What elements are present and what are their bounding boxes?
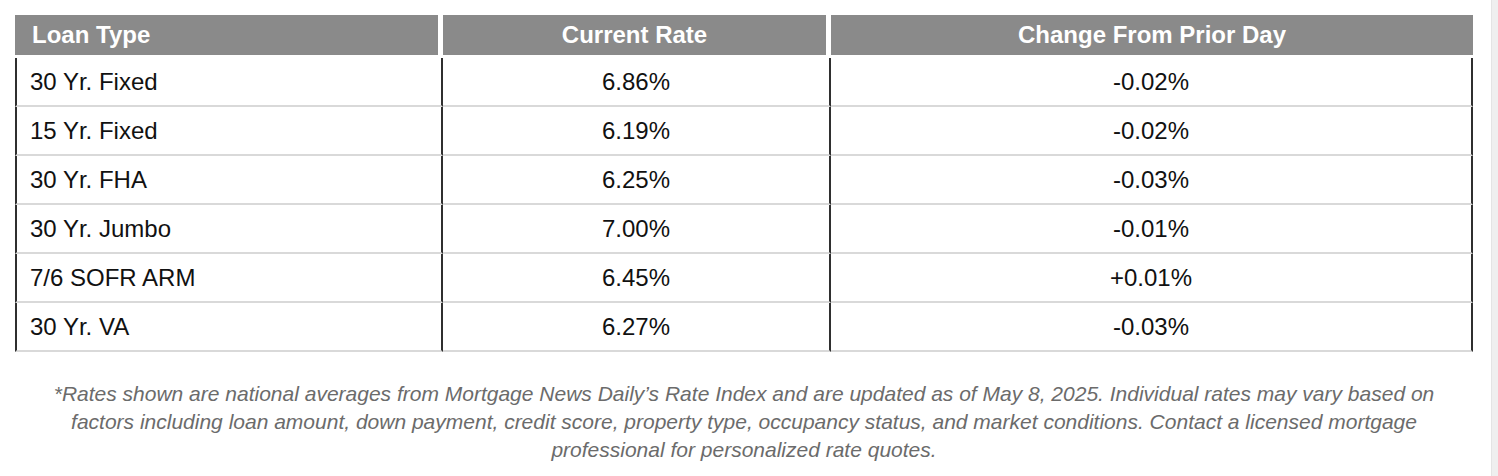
cell-current-rate: 6.25% — [443, 156, 831, 205]
cell-current-rate: 6.45% — [443, 254, 831, 303]
cell-change: -0.02% — [831, 107, 1473, 156]
mortgage-rates-table-container: Loan Type Current Rate Change From Prior… — [15, 15, 1473, 464]
cell-change: -0.02% — [831, 58, 1473, 107]
cell-current-rate: 6.86% — [443, 58, 831, 107]
mortgage-rates-table: Loan Type Current Rate Change From Prior… — [15, 15, 1473, 352]
column-header-current-rate: Current Rate — [443, 15, 831, 58]
cell-loan-type: 30 Yr. Fixed — [15, 58, 443, 107]
cell-loan-type: 7/6 SOFR ARM — [15, 254, 443, 303]
cell-loan-type: 30 Yr. VA — [15, 303, 443, 352]
cell-change: +0.01% — [831, 254, 1473, 303]
cell-current-rate: 7.00% — [443, 205, 831, 254]
right-edge-strip — [1491, 0, 1498, 476]
table-row: 30 Yr. Jumbo 7.00% -0.01% — [15, 205, 1473, 254]
cell-current-rate: 6.19% — [443, 107, 831, 156]
table-row: 7/6 SOFR ARM 6.45% +0.01% — [15, 254, 1473, 303]
table-row: 30 Yr. VA 6.27% -0.03% — [15, 303, 1473, 352]
cell-current-rate: 6.27% — [443, 303, 831, 352]
cell-change: -0.03% — [831, 303, 1473, 352]
cell-change: -0.01% — [831, 205, 1473, 254]
column-header-loan-type: Loan Type — [15, 15, 443, 58]
rates-disclaimer: *Rates shown are national averages from … — [24, 380, 1464, 464]
column-header-change-from-prior-day: Change From Prior Day — [831, 15, 1473, 58]
header-row: Loan Type Current Rate Change From Prior… — [15, 15, 1473, 58]
cell-loan-type: 30 Yr. Jumbo — [15, 205, 443, 254]
cell-change: -0.03% — [831, 156, 1473, 205]
table-row: 30 Yr. Fixed 6.86% -0.02% — [15, 58, 1473, 107]
cell-loan-type: 30 Yr. FHA — [15, 156, 443, 205]
cell-loan-type: 15 Yr. Fixed — [15, 107, 443, 156]
table-row: 30 Yr. FHA 6.25% -0.03% — [15, 156, 1473, 205]
table-row: 15 Yr. Fixed 6.19% -0.02% — [15, 107, 1473, 156]
